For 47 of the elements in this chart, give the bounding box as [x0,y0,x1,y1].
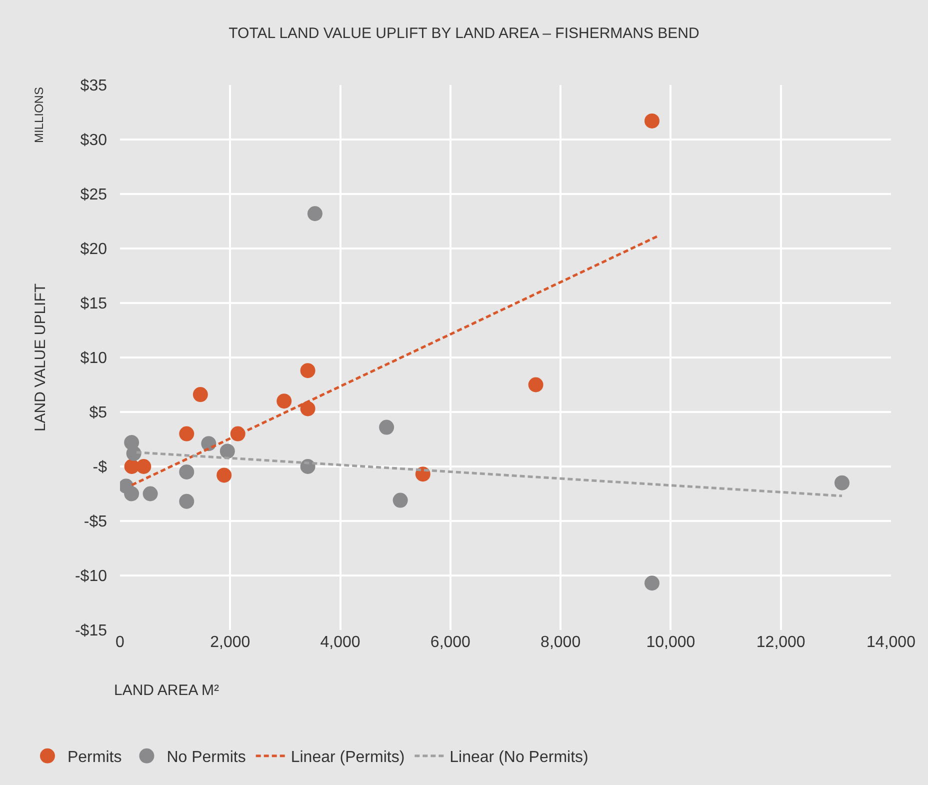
legend-label: No Permits [166,749,246,766]
y-tick-label: $20 [80,241,108,258]
y-tick-label: -$ [92,459,108,476]
point [142,486,158,502]
legend-label: Linear (Permits) [290,749,405,766]
x-tick-label: 14,000 [866,634,916,651]
point [179,426,194,442]
point [300,401,316,416]
point [124,486,140,502]
x-tick-label: 4,000 [320,634,360,651]
point [179,494,194,509]
x-tick-label: 10,000 [646,634,696,651]
chart-title: TOTAL LAND VALUE UPLIFT BY LAND AREA – FISHERMANS BEND [228,24,700,42]
y-tick-label: $30 [80,132,108,150]
point [392,492,408,508]
x-tick-label: 8,000 [540,634,581,651]
point [276,394,292,409]
x-axis-title: LAND AREA M² [114,682,220,699]
y-tick-label: -$10 [74,568,108,586]
x-tick-label: 12,000 [756,634,806,651]
legend-label: Linear (No Permits) [450,749,588,766]
x-tick-label: 2,000 [210,634,250,651]
point [307,206,322,222]
point [192,387,208,402]
point [644,113,660,128]
point [379,420,394,435]
legend-label: Permits [67,749,122,766]
y-tick-label: $15 [80,296,108,313]
point [300,363,316,378]
point [528,377,544,392]
y-tick-label: $5 [89,404,108,422]
y-tick-label: $35 [80,78,108,95]
text: MILLIONS [32,87,46,144]
x-tick-label: 0 [116,634,125,651]
point [136,459,152,474]
y-tick-label: -$15 [74,622,108,640]
point [179,464,194,480]
point [644,576,660,591]
y-tick-label: $25 [80,186,108,204]
y-axis-title: LAND VALUE UPLIFT [32,283,50,432]
point [126,446,142,461]
x-tick-label: 6,000 [430,634,471,651]
y-tick-label: -$5 [84,514,108,531]
y-tick-label: $10 [80,350,108,368]
point [216,468,232,483]
point [220,444,235,459]
point [834,475,850,490]
